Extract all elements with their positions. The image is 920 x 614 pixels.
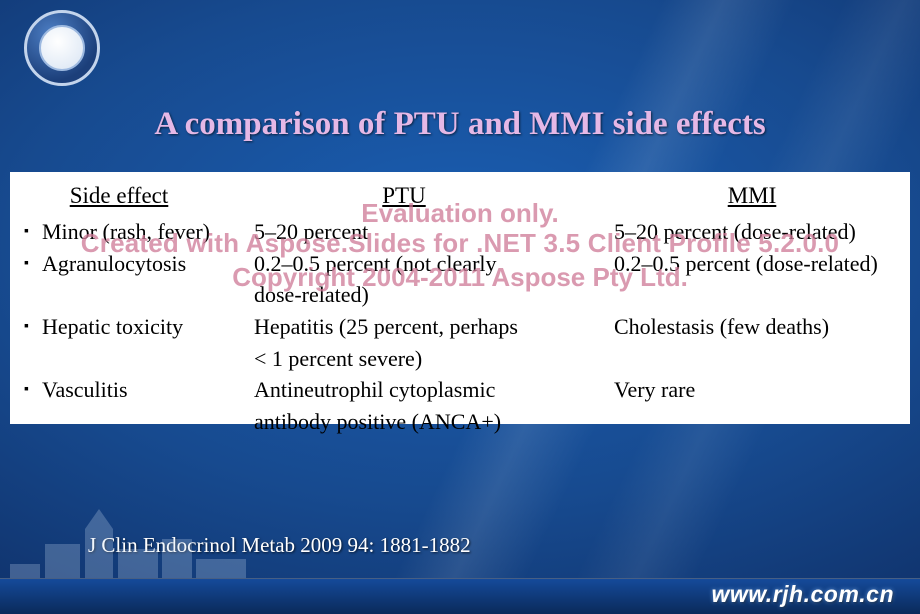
cell-ptu: 5–20 percent (254, 217, 614, 247)
hospital-logo (24, 10, 100, 86)
cell-ptu-cont: < 1 percent severe) (254, 344, 614, 374)
table-row: ▪ Agranulocytosis 0.2–0.5 percent (not c… (24, 249, 890, 279)
cell-side-effect: Minor (rash, fever) (42, 217, 254, 247)
table-row: ▪ Vasculitis Antineutrophil cytoplasmic … (24, 375, 890, 405)
table-row-cont: dose-related) (24, 280, 890, 310)
cell-ptu-cont: antibody positive (ANCA+) (254, 407, 614, 437)
table-row-cont: antibody positive (ANCA+) (24, 407, 890, 437)
bullet-icon: ▪ (24, 312, 42, 337)
cell-mmi: 0.2–0.5 percent (dose-related) (614, 249, 890, 279)
bullet-icon: ▪ (24, 249, 42, 274)
citation-text: J Clin Endocrinol Metab 2009 94: 1881-18… (88, 533, 471, 558)
table-row: ▪ Minor (rash, fever) 5–20 percent 5–20 … (24, 217, 890, 247)
col-header-side-effect: Side effect (24, 180, 254, 211)
cell-side-effect: Hepatic toxicity (42, 312, 254, 342)
bullet-icon: ▪ (24, 217, 42, 242)
cell-ptu: Antineutrophil cytoplasmic (254, 375, 614, 405)
table-row: ▪ Hepatic toxicity Hepatitis (25 percent… (24, 312, 890, 342)
cell-mmi: 5–20 percent (dose-related) (614, 217, 890, 247)
bullet-icon: ▪ (24, 375, 42, 400)
cell-ptu: 0.2–0.5 percent (not clearly (254, 249, 614, 279)
table-row-cont: < 1 percent severe) (24, 344, 890, 374)
cell-mmi: Very rare (614, 375, 890, 405)
cell-side-effect: Agranulocytosis (42, 249, 254, 279)
cell-mmi: Cholestasis (few deaths) (614, 312, 890, 342)
col-header-mmi: MMI (614, 180, 890, 211)
cell-side-effect: Vasculitis (42, 375, 254, 405)
cell-ptu: Hepatitis (25 percent, perhaps (254, 312, 614, 342)
comparison-table: Side effect PTU MMI ▪ Minor (rash, fever… (10, 172, 910, 424)
slide-title: A comparison of PTU and MMI side effects (0, 106, 920, 143)
col-header-ptu: PTU (254, 180, 614, 211)
cell-ptu-cont: dose-related) (254, 280, 614, 310)
hospital-logo-inner (39, 25, 85, 71)
footer-url: www.rjh.com.cn (711, 581, 894, 608)
table-header-row: Side effect PTU MMI (24, 180, 890, 211)
